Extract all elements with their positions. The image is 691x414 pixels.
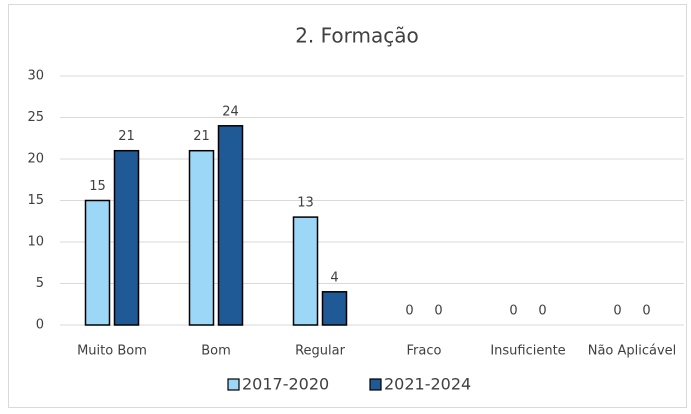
bar	[217, 125, 244, 326]
y-tick-label: 10	[27, 235, 44, 250]
bar	[113, 149, 140, 326]
data-label: 13	[297, 196, 314, 211]
chart-title: 2. Formação	[295, 24, 419, 48]
y-tick-label: 20	[27, 152, 44, 167]
legend-swatch	[369, 378, 382, 391]
legend-label: 2017-2020	[242, 375, 329, 394]
x-tick-label: Regular	[295, 344, 346, 359]
data-label: 0	[642, 304, 650, 319]
x-tick-label: Muito Bom	[77, 344, 147, 359]
bar	[188, 149, 215, 326]
data-label: 21	[118, 129, 135, 144]
data-label: 0	[509, 304, 517, 319]
y-tick-label: 5	[36, 276, 44, 291]
x-tick-label: Bom	[201, 344, 231, 359]
y-tick-label: 25	[27, 110, 44, 125]
data-label: 0	[538, 304, 546, 319]
data-label: 4	[330, 270, 338, 285]
x-tick-label: Insuficiente	[490, 344, 565, 359]
bar	[321, 291, 348, 326]
bar	[84, 199, 111, 326]
data-label: 0	[405, 304, 413, 319]
legend-label: 2021-2024	[384, 375, 471, 394]
data-label: 0	[613, 304, 621, 319]
data-label: 21	[193, 129, 210, 144]
y-tick-label: 30	[27, 69, 44, 84]
y-tick-label: 0	[36, 318, 44, 333]
x-tick-label: Não Aplicável	[588, 344, 677, 359]
data-label: 0	[434, 304, 442, 319]
data-label: 24	[222, 104, 239, 119]
y-tick-label: 15	[27, 193, 44, 208]
data-label: 15	[89, 179, 106, 194]
legend-swatch	[227, 378, 240, 391]
x-tick-label: Fraco	[407, 344, 442, 359]
bar	[292, 216, 319, 326]
